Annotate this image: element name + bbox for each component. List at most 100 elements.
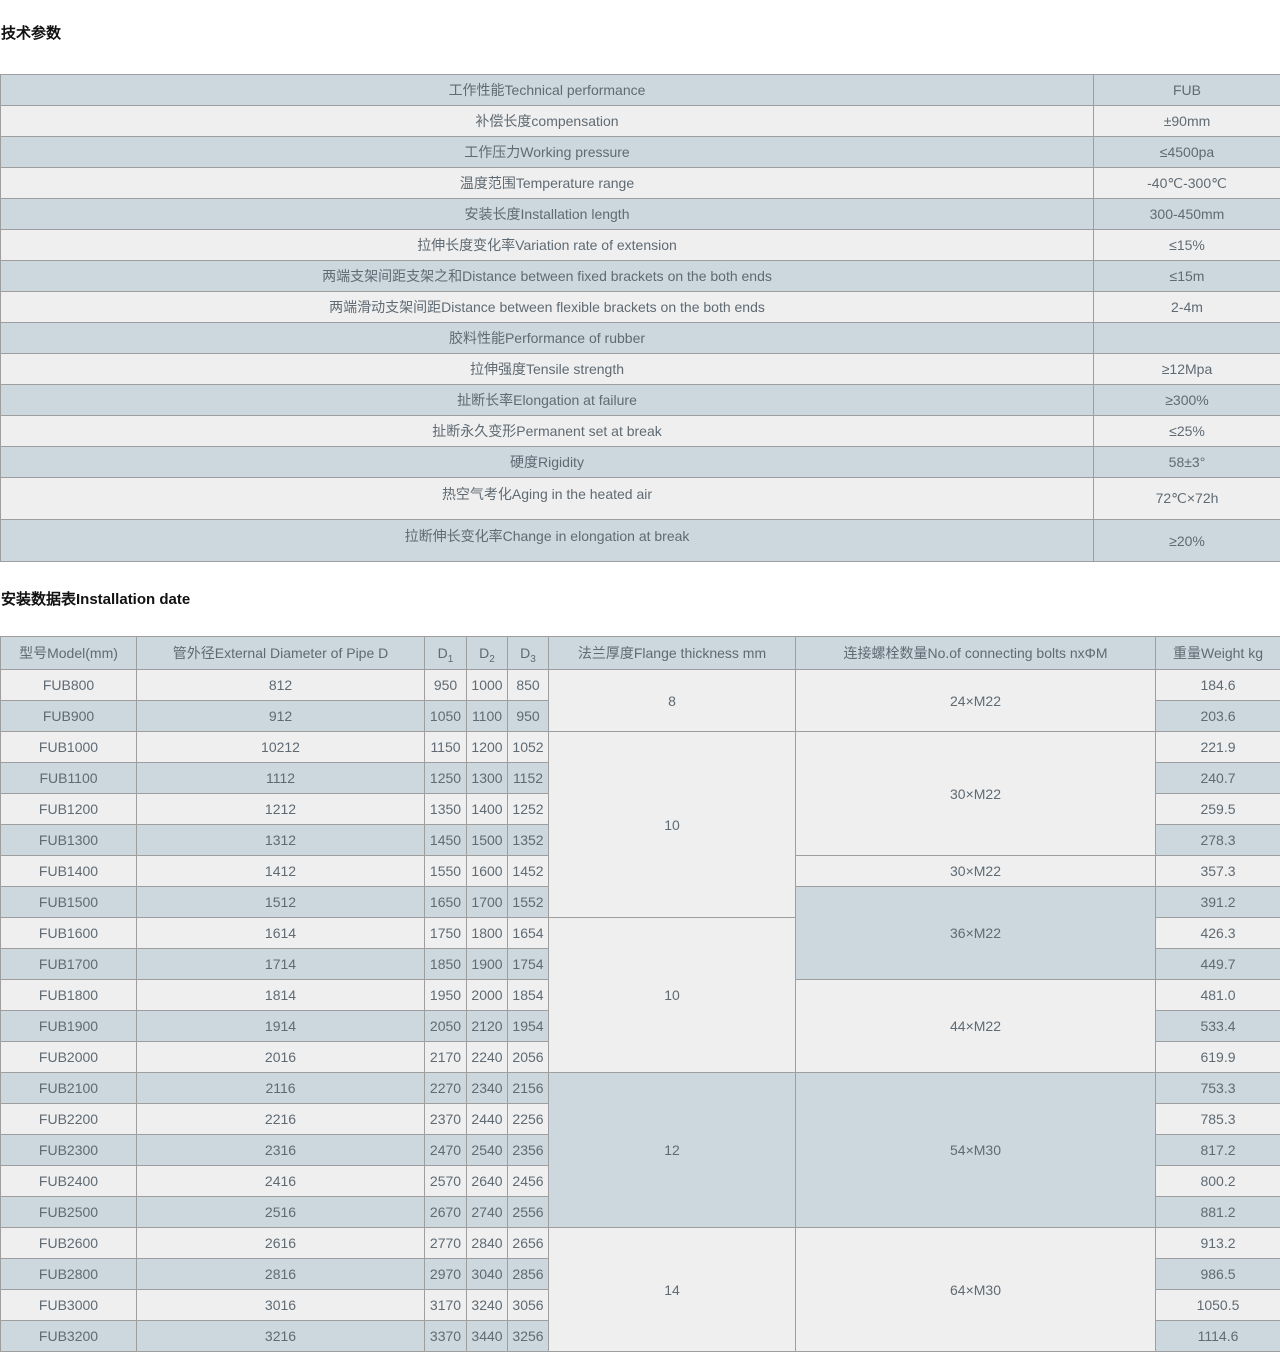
tech-param-label: 拉伸长度变化率Variation rate of extension — [0, 229, 1094, 261]
diameter-cell: 2116 — [136, 1072, 425, 1104]
tech-param-label: 胶料性能Performance of rubber — [0, 322, 1094, 354]
d3-cell: 2856 — [507, 1258, 549, 1290]
install-row: FUB1000 10212 1150 1200 1052 10 30×M22 221.9 — [0, 731, 1280, 918]
tech-param-label: 工作性能Technical performance — [0, 74, 1094, 106]
tech-params-title: 技术参数 — [1, 25, 62, 42]
d3-cell: 2156 — [507, 1072, 549, 1104]
tech-param-label: 温度范围Temperature range — [0, 167, 1094, 199]
d3-cell: 2556 — [507, 1196, 549, 1228]
diameter-cell: 812 — [136, 669, 425, 701]
tech-param-label: 两端支架间距支架之和Distance between fixed bracket… — [0, 260, 1094, 292]
d3-cell: 1754 — [507, 948, 549, 980]
header-d3-subscript: 3 — [530, 653, 536, 665]
d2-cell: 2000 — [466, 979, 508, 1011]
install-row: FUB2100 2116 2270 2340 2156 12 54×M30 753.3 — [0, 1072, 1280, 1228]
flange-thickness-cell: 8 — [548, 669, 796, 732]
flange-thickness-cell: 10 — [548, 917, 796, 1073]
weight-cell: 1114.6 — [1155, 1320, 1280, 1352]
diameter-cell: 1914 — [136, 1010, 425, 1042]
tech-param-label: 两端滑动支架间距Distance between flexible bracke… — [0, 291, 1094, 323]
weight-cell: 817.2 — [1155, 1134, 1280, 1166]
model-cell: FUB2500 — [0, 1196, 137, 1228]
header-d2-subscript: 2 — [489, 653, 495, 665]
d3-cell: 2256 — [507, 1103, 549, 1135]
model-cell: FUB2300 — [0, 1134, 137, 1166]
d2-cell: 2540 — [466, 1134, 508, 1166]
d1-cell: 1450 — [424, 824, 467, 856]
d3-cell: 1052 — [507, 731, 549, 763]
model-cell: FUB2200 — [0, 1103, 137, 1135]
tech-row: 补偿长度compensation ±90mm — [0, 105, 1280, 137]
d2-cell: 2840 — [466, 1227, 508, 1259]
tech-row: 扯断永久变形Permanent set at break ≤25% — [0, 415, 1280, 447]
tech-param-value: ≤4500pa — [1093, 136, 1280, 168]
diameter-cell: 2316 — [136, 1134, 425, 1166]
tech-param-value: -40℃-300℃ — [1093, 167, 1280, 199]
d2-cell: 1600 — [466, 855, 508, 887]
weight-cell: 1050.5 — [1155, 1289, 1280, 1321]
weight-cell: 619.9 — [1155, 1041, 1280, 1073]
d1-cell: 1650 — [424, 886, 467, 918]
tech-param-value: ≤25% — [1093, 415, 1280, 447]
install-row: FUB900 912 1050 1100 950 203.6 — [0, 700, 1280, 732]
tech-param-value: 300-450mm — [1093, 198, 1280, 230]
connecting-bolts-cell: 36×M22 — [795, 886, 1156, 980]
model-cell: FUB1800 — [0, 979, 137, 1011]
d2-cell: 3440 — [466, 1320, 508, 1352]
tech-param-label: 扯断永久变形Permanent set at break — [0, 415, 1094, 447]
install-row: FUB800 812 950 1000 850 8 24×M22 184.6 — [0, 669, 1280, 732]
header-weight: 重量Weight kg — [1155, 636, 1280, 670]
installation-data-title: 安装数据表Installation date — [1, 591, 191, 608]
d3-cell: 1954 — [507, 1010, 549, 1042]
model-cell: FUB1900 — [0, 1010, 137, 1042]
d2-cell: 2340 — [466, 1072, 508, 1104]
tech-row: 温度范围Temperature range -40℃-300℃ — [0, 167, 1280, 199]
d2-cell: 1300 — [466, 762, 508, 794]
installation-data-table: 型号Model(mm) 管外径External Diameter of Pipe … — [0, 636, 1280, 1352]
tech-param-value: ±90mm — [1093, 105, 1280, 137]
weight-cell: 278.3 — [1155, 824, 1280, 856]
connecting-bolts-cell: 54×M30 — [795, 1072, 1156, 1228]
d2-cell: 1100 — [466, 700, 508, 732]
install-row: FUB1200 1212 1350 1400 1252 259.5 — [0, 793, 1280, 825]
d3-cell: 2056 — [507, 1041, 549, 1073]
diameter-cell: 2816 — [136, 1258, 425, 1290]
d1-cell: 3370 — [424, 1320, 467, 1352]
install-row: FUB2600 2616 2770 2840 2656 14 64×M30 913.2 — [0, 1227, 1280, 1352]
weight-cell: 449.7 — [1155, 948, 1280, 980]
install-row: FUB2200 2216 2370 2440 2256 785.3 — [0, 1103, 1280, 1135]
tech-param-label: 扯断长率Elongation at failure — [0, 384, 1094, 416]
tech-row: 两端支架间距支架之和Distance between fixed bracket… — [0, 260, 1280, 292]
weight-cell: 881.2 — [1155, 1196, 1280, 1228]
diameter-cell: 1112 — [136, 762, 425, 794]
tech-params-table: 工作性能Technical performance FUB 补偿长度compensa… — [0, 74, 1280, 562]
model-cell: FUB1700 — [0, 948, 137, 980]
tech-param-value: ≥20% — [1093, 519, 1280, 562]
tech-param-value — [1093, 322, 1280, 354]
d2-cell: 2440 — [466, 1103, 508, 1135]
header-diameter: 管外径External Diameter of Pipe D — [136, 636, 425, 670]
diameter-cell: 2616 — [136, 1227, 425, 1259]
weight-cell: 259.5 — [1155, 793, 1280, 825]
d3-cell: 1552 — [507, 886, 549, 918]
connecting-bolts-cell: 24×M22 — [795, 669, 1156, 732]
d1-cell: 1250 — [424, 762, 467, 794]
d2-cell: 2240 — [466, 1041, 508, 1073]
flange-thickness-cell: 12 — [548, 1072, 796, 1228]
install-row: FUB2400 2416 2570 2640 2456 800.2 — [0, 1165, 1280, 1197]
model-cell: FUB900 — [0, 700, 137, 732]
connecting-bolts-cell: 44×M22 — [795, 979, 1156, 1073]
d2-cell: 2640 — [466, 1165, 508, 1197]
tech-param-value: ≥12Mpa — [1093, 353, 1280, 385]
d1-cell: 1850 — [424, 948, 467, 980]
weight-cell: 240.7 — [1155, 762, 1280, 794]
d1-cell: 1350 — [424, 793, 467, 825]
model-cell: FUB1200 — [0, 793, 137, 825]
weight-cell: 785.3 — [1155, 1103, 1280, 1135]
install-row: FUB2500 2516 2670 2740 2556 881.2 — [0, 1196, 1280, 1228]
tech-row: 拉伸长度变化率Variation rate of extension ≤15% — [0, 229, 1280, 261]
diameter-cell: 2016 — [136, 1041, 425, 1073]
d2-cell: 1900 — [466, 948, 508, 980]
tech-param-label: 拉伸强度Tensile strength — [0, 353, 1094, 385]
